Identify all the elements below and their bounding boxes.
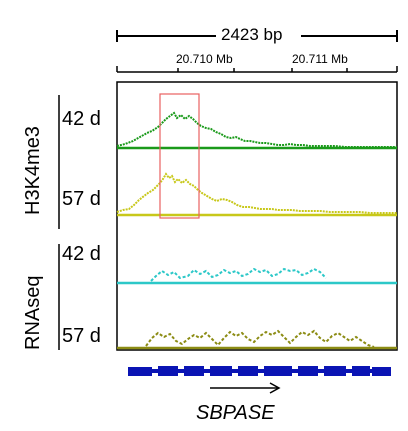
track-h3k4me3-42d: [116, 111, 397, 150]
scale-bar: [116, 30, 398, 42]
row-label-rnaseq-42d: 42 d: [62, 243, 101, 265]
tick-label-2: 20.711 Mb: [292, 52, 348, 66]
strand-arrow: [210, 382, 281, 394]
gene-name-label: SBPASE: [196, 402, 275, 424]
row-label-h3k4me3-42d: 42 d: [62, 108, 101, 130]
row-label-h3k4me3-57d: 57 d: [62, 188, 101, 210]
coordinate-axis: [116, 66, 398, 73]
tick-label-1: 20.710 Mb: [176, 52, 233, 66]
highlight-box: [159, 93, 200, 219]
track-rnaseq-42d: [117, 267, 397, 285]
track-rnaseq-57d: [117, 329, 397, 350]
row-label-rnaseq-57d: 57 d: [62, 325, 101, 347]
gene-model: [128, 366, 391, 376]
scale-length-label: 2423 bp: [221, 25, 283, 44]
track-h3k4me3-57d: [116, 172, 397, 217]
